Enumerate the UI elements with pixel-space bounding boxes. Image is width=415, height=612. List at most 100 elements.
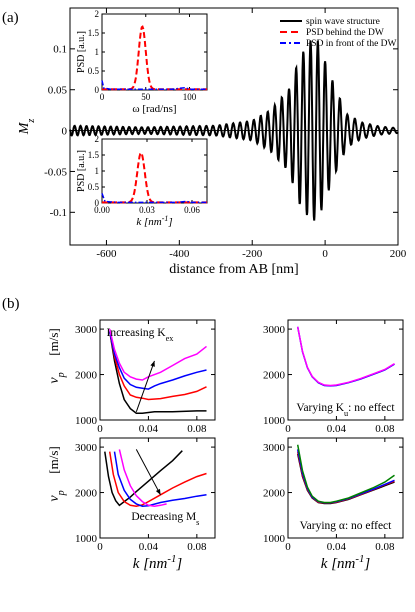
y-tick-label: -0.1: [50, 207, 67, 219]
chart-b2: 0 0.04 0.08 1000 2000 3000 Varying Ku: no effe…: [263, 319, 404, 435]
y-tick-label: 1000: [263, 533, 286, 545]
superscript: -1: [355, 553, 364, 565]
x-tick-label: 0: [100, 92, 105, 102]
series-line-2: [296, 326, 395, 387]
y-tick-label: 3000: [75, 442, 98, 454]
annotation-background: [294, 517, 397, 533]
y-tick-label: 0: [95, 85, 100, 95]
y-tick-label: 3000: [263, 324, 286, 336]
annotation-background: [294, 399, 397, 415]
y-tick-label: 0: [95, 198, 100, 208]
subscript: s: [196, 517, 199, 526]
chart-b3: 0 0.04 0.08 1000 2000 3000 vp [m/s] k [nm-1] Decr…: [46, 437, 216, 572]
series-spin-wave: [69, 40, 399, 221]
y-tick-label: 3000: [75, 324, 98, 336]
annotation-arrowhead: [150, 360, 155, 367]
chart-inset-omega: 0 50 100 0 0.5 1 1.5 2 ω [rad/ns] PSD [a.u.]: [76, 9, 208, 115]
series-line-4: [108, 328, 207, 381]
x-tick-label: 0.04: [327, 541, 347, 553]
y-tick-label: 2000: [263, 487, 286, 499]
charts-layer: -600 -400 -200 0 200-0.1-0.0500.050.1distanc…: [17, 7, 407, 572]
series-line-3: [108, 331, 207, 390]
y-tick-label: 3000: [263, 442, 286, 454]
x-tick-label: -200: [242, 248, 263, 260]
y-axis-unit: [m/s]: [46, 446, 61, 473]
x-axis-label: k [nm-1]: [136, 214, 172, 229]
x-tick-label: 0.04: [139, 541, 159, 553]
y-tick-label: 0.5: [88, 66, 100, 76]
y-axis-label: PSD [a.u.]: [76, 150, 87, 192]
y-tick-label: 2: [95, 9, 100, 19]
annotation-label: Varying α: no effect: [300, 520, 393, 532]
series-line-2: [108, 331, 207, 401]
panel-label-b: (b): [2, 296, 20, 312]
x-axis-label: k [nm-1]: [321, 553, 371, 572]
annotation-label: Varying Ku: no effect: [296, 402, 395, 418]
y-tick-label: 0.05: [48, 85, 68, 97]
annotation-arrow: [135, 449, 161, 496]
x-tick-label: 50: [141, 92, 151, 102]
x-tick-label: 100: [183, 92, 197, 102]
x-tick-label: 0: [97, 423, 103, 435]
x-tick-label: 0: [285, 423, 291, 435]
x-tick-label: -400: [169, 248, 190, 260]
plot-frame: [287, 437, 404, 539]
subscript: p: [56, 372, 67, 378]
y-tick-label: 1000: [263, 415, 286, 427]
series-psd-behind: [102, 25, 207, 91]
x-tick-label: 0.04: [327, 423, 347, 435]
annotation-label: Increasing Kex: [107, 327, 175, 343]
superscript: -1: [162, 214, 169, 223]
x-tick-label: 0.03: [139, 205, 155, 215]
y-axis-label: PSD [a.u.]: [76, 31, 87, 73]
x-tick-label: -600: [96, 248, 117, 260]
y-tick-label: 1: [95, 166, 100, 176]
y-tick-label: 2000: [263, 369, 286, 381]
y-tick-label: 1.5: [88, 150, 100, 160]
x-tick-label: 0.08: [187, 541, 207, 553]
subscript: p: [56, 490, 67, 496]
superscript: -1: [167, 553, 176, 565]
bracket-close: ]: [175, 556, 182, 572]
x-tick-label: 0.08: [375, 423, 395, 435]
series-line-4: [118, 449, 167, 507]
series-psd-front: [101, 193, 207, 204]
series-psd-behind: [102, 151, 207, 204]
x-tick-label: 200: [390, 248, 407, 260]
plot-frame: [101, 138, 208, 204]
subscript: z: [26, 119, 37, 124]
y-axis-label: vp: [47, 372, 67, 383]
subscript: ex: [166, 333, 175, 342]
series-line-4: [296, 444, 395, 504]
x-tick-label: 0.04: [139, 423, 159, 435]
y-tick-label: -0.05: [44, 166, 67, 178]
y-axis-label: Mz: [17, 119, 37, 136]
x-tick-label: 0.06: [184, 205, 200, 215]
y-tick-label: 0.1: [53, 44, 67, 56]
chart-b4: 0 0.04 0.08 1000 2000 3000 k [nm-1] Varying α: …: [263, 437, 404, 572]
y-tick-label: 2: [95, 134, 100, 144]
legend-entry: PSD in front of the DW: [306, 38, 397, 49]
y-tick-label: 2000: [75, 369, 98, 381]
chart-inset-k: 0.00 0.03 0.06 0 0.5 1 1.5 2 k [nm-1] PSD [a.u.]: [76, 134, 208, 229]
y-tick-label: 1000: [75, 533, 98, 545]
subscript: u: [344, 408, 348, 417]
plot-frame: [101, 13, 208, 91]
annotation-arrow: [135, 360, 155, 412]
plot-frame: [99, 437, 216, 539]
x-tick-label: 0: [97, 541, 103, 553]
y-tick-label: 1.5: [88, 28, 100, 38]
annotation-arrowhead: [155, 488, 161, 495]
y-tick-label: 0.5: [88, 182, 100, 192]
x-axis-label: ω [rad/ns]: [132, 103, 176, 115]
plot-frame: [99, 319, 216, 421]
x-tick-label: 0.00: [94, 205, 110, 215]
plot-frame: [69, 7, 399, 246]
plot-frame: [287, 319, 404, 421]
annotation-tail: : no effect: [348, 402, 395, 414]
chart-b1: 0 0.04 0.08 1000 2000 3000 vp [m/s] Increasing K…: [46, 319, 216, 435]
annotation-label: Decreasing Ms: [131, 511, 199, 527]
x-tick-label: 0: [285, 541, 291, 553]
y-tick-label: 0: [62, 125, 68, 137]
y-axis-label: vp: [47, 490, 67, 501]
